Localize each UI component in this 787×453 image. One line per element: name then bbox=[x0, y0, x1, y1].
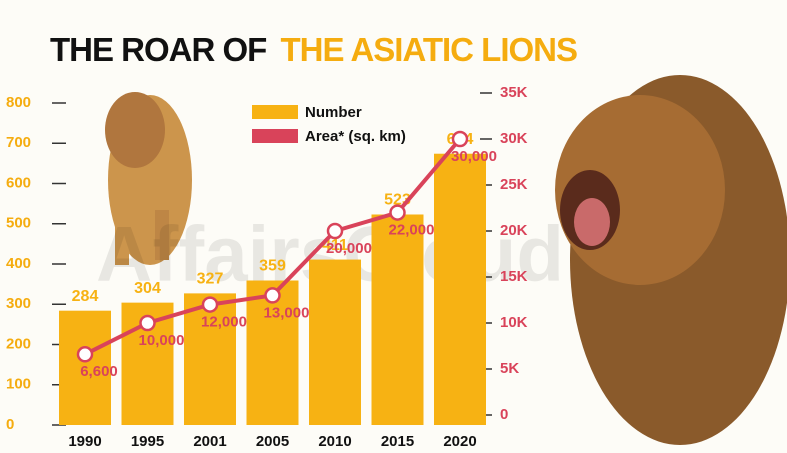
bar bbox=[372, 214, 424, 425]
x-tick-label: 2005 bbox=[256, 433, 289, 450]
x-tick-label: 2010 bbox=[318, 433, 351, 450]
legend-swatch bbox=[252, 105, 298, 119]
bar-label: 359 bbox=[259, 258, 286, 275]
y-tick-label: 700 bbox=[6, 134, 31, 151]
x-tick-label: 1990 bbox=[68, 433, 101, 450]
y2-tick-label: 5K bbox=[500, 360, 519, 377]
line-point bbox=[453, 132, 467, 146]
title-part: THE ROAR OF bbox=[50, 31, 266, 68]
bar-label: 327 bbox=[197, 271, 224, 288]
line-label: 6,600 bbox=[80, 363, 118, 380]
legend-label: Area* (sq. km) bbox=[305, 128, 406, 145]
x-tick-label: 1995 bbox=[131, 433, 164, 450]
x-tick-label: 2001 bbox=[193, 433, 226, 450]
line-point bbox=[203, 298, 217, 312]
line-point bbox=[328, 224, 342, 238]
x-tick-label: 2020 bbox=[443, 433, 476, 450]
y-tick-label: 0 bbox=[6, 416, 14, 433]
bar bbox=[309, 260, 361, 425]
line-point bbox=[141, 316, 155, 330]
line-label: 13,000 bbox=[264, 304, 310, 321]
y-tick-label: 400 bbox=[6, 255, 31, 272]
y-tick-label: 800 bbox=[6, 94, 31, 111]
y2-tick-label: 35K bbox=[500, 84, 528, 101]
legend-label: Number bbox=[305, 104, 362, 121]
y-tick-label: 600 bbox=[6, 174, 31, 191]
y2-tick-label: 25K bbox=[500, 176, 528, 193]
legend-swatch bbox=[252, 129, 298, 143]
y-tick-label: 100 bbox=[6, 376, 31, 393]
y2-tick-label: 15K bbox=[500, 268, 528, 285]
line-label: 22,000 bbox=[389, 222, 435, 239]
line-label: 10,000 bbox=[139, 332, 185, 349]
chart: AffairsCloud THE ROAR OF THE ASIATIC LIO… bbox=[0, 0, 787, 453]
bar bbox=[434, 154, 486, 425]
y2-tick-label: 0 bbox=[500, 406, 508, 423]
y-tick-label: 300 bbox=[6, 295, 31, 312]
x-tick-label: 2015 bbox=[381, 433, 414, 450]
line-point bbox=[78, 347, 92, 361]
bar-label: 284 bbox=[72, 288, 99, 305]
y-tick-label: 200 bbox=[6, 335, 31, 352]
line-point bbox=[391, 206, 405, 220]
line-label: 12,000 bbox=[201, 314, 247, 331]
y2-tick-label: 10K bbox=[500, 314, 528, 331]
line-label: 30,000 bbox=[451, 148, 497, 165]
bar-label: 304 bbox=[134, 280, 161, 297]
y2-tick-label: 20K bbox=[500, 222, 528, 239]
y-tick-label: 500 bbox=[6, 215, 31, 232]
title-part: THE ASIATIC LIONS bbox=[281, 31, 578, 68]
chart-title: THE ROAR OF THE ASIATIC LIONS bbox=[50, 31, 577, 68]
line-point bbox=[266, 288, 280, 302]
line-label: 20,000 bbox=[326, 240, 372, 257]
y2-tick-label: 30K bbox=[500, 130, 528, 147]
